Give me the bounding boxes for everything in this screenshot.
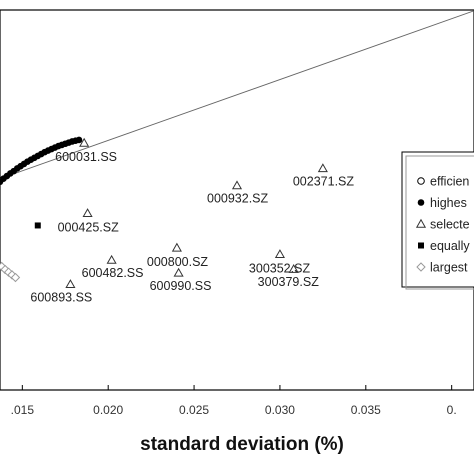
point-label: 000932.SZ [207, 192, 269, 206]
data-point [10, 272, 21, 283]
legend-label: efficien [430, 175, 469, 189]
x-tick-label: 0.020 [93, 403, 123, 417]
legend-marker [417, 199, 425, 206]
x-tick-label: 0. [447, 403, 457, 417]
point-label: 000425.SZ [58, 220, 120, 234]
legend-marker [418, 242, 424, 249]
x-tick-label: .015 [11, 403, 35, 417]
legend-label: largest [430, 261, 468, 275]
point-label: 600990.SS [150, 279, 212, 293]
point-label: 600031.SS [55, 150, 117, 164]
legend-box [401, 151, 474, 288]
legend-marker [415, 218, 427, 228]
data-point [75, 136, 83, 144]
legend-marker [417, 177, 425, 185]
data-point-000425.SZ [82, 208, 93, 217]
x-tick-label: 0.035 [351, 403, 381, 417]
data-point-002371.SZ [317, 163, 328, 173]
legend-label: highes [430, 196, 467, 210]
point-label: 300352.SZ [249, 261, 311, 275]
x-axis: .015 0.020 0.025 0.030 0.035 0. [11, 385, 457, 417]
data-point-000932.SZ [231, 180, 243, 190]
point-label: 600893.SS [30, 290, 92, 304]
data-point-600990.SS [173, 267, 184, 277]
point-label: 002371.SZ [293, 174, 355, 188]
legend-marker [416, 262, 426, 272]
data-point-300352.SZ [274, 249, 285, 259]
tangent-line [0, 10, 474, 180]
legend: efficien highes selecte equally largest [401, 151, 474, 290]
legend-label: selecte [430, 218, 470, 232]
data-point-600031.SS [79, 137, 90, 147]
data-marks [0, 136, 328, 289]
point-label: 000800.SZ [147, 255, 209, 269]
data-point-300379.SZ [288, 263, 299, 273]
point-labels: 600031.SS 000425.SZ 000932.SZ 002371.SZ 6004… [30, 150, 354, 304]
x-tick-label: 0.025 [179, 403, 209, 417]
x-tick-label: 0.030 [265, 403, 295, 417]
data-point-000800.SZ [171, 242, 182, 252]
data-point-600482.SS [106, 254, 117, 264]
point-label: 300379.SZ [258, 275, 320, 289]
data-point [34, 222, 41, 229]
point-label: 600482.SS [82, 266, 144, 280]
x-axis-title: standard deviation (%) [140, 434, 344, 455]
plot-frame [0, 9, 474, 391]
data-point [7, 270, 17, 280]
legend-label: equally [430, 239, 470, 253]
data-point-600893.SS [65, 279, 76, 289]
legend-shadow [405, 155, 474, 290]
